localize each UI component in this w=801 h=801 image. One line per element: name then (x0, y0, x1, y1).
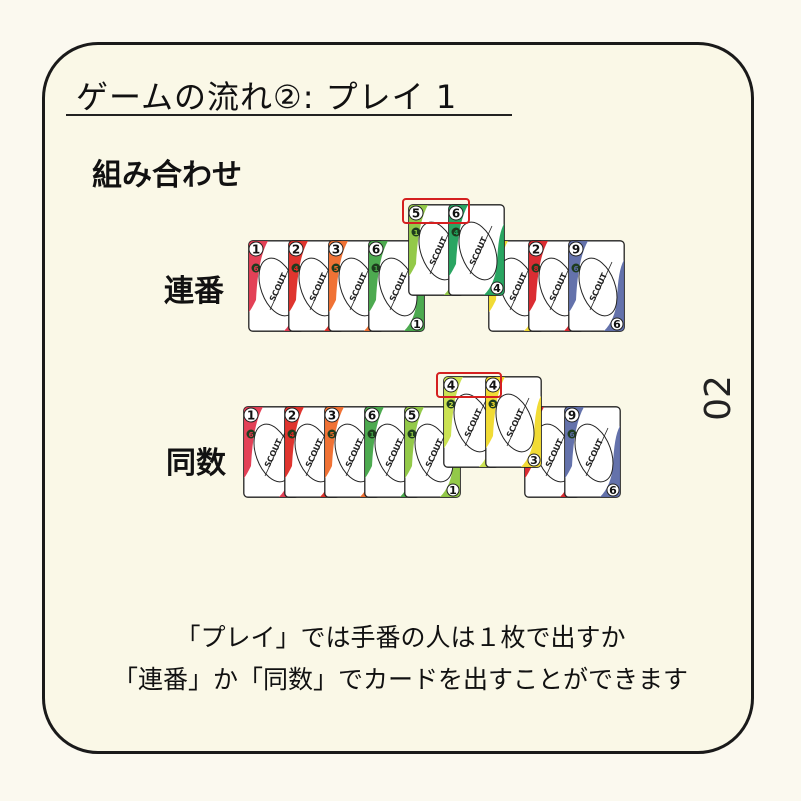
card-bottom-number-small: 4 (454, 229, 459, 237)
card-bottom-number-small: 6 (249, 431, 254, 439)
card-bottom-number: 3 (530, 454, 538, 467)
card-top-number: 3 (328, 409, 336, 423)
card-bottom-number: 6 (613, 318, 621, 331)
card-bottom-number-small: 2 (449, 401, 454, 409)
card-bottom-number: 4 (493, 282, 501, 295)
section-heading: 組み合わせ (92, 158, 242, 193)
card-bottom-number-small: 1 (374, 265, 379, 273)
card-top-number: 2 (292, 243, 300, 257)
row-label-set: 同数 (166, 446, 226, 481)
card-bottom-number-small: 6 (254, 265, 259, 273)
sequence-selection-highlight (402, 198, 470, 224)
page-title: ゲームの流れ②: プレイ 1 (76, 78, 458, 116)
card-top-number: 6 (368, 409, 376, 423)
card-bottom-number-small: 4 (290, 431, 295, 439)
card-top-number: 4 (489, 379, 497, 393)
card-top-number: 5 (412, 207, 420, 221)
card-top-number: 1 (247, 409, 255, 423)
card-bottom-number-small: 5 (330, 431, 335, 439)
card-bottom-number-small: 6 (570, 431, 575, 439)
page-number: 02 (698, 375, 739, 421)
card-bottom-number: 1 (413, 318, 421, 331)
card-bottom-number-small: 1 (410, 431, 415, 439)
card-bottom-number-small: 8 (534, 265, 539, 273)
card-top-number: 2 (288, 409, 296, 423)
card-bottom-number-small: 3 (491, 401, 496, 409)
card-top-number: 2 (532, 243, 540, 257)
card-top-number: 9 (572, 243, 580, 257)
title-underline (66, 114, 512, 116)
card-bottom-number: 6 (609, 484, 617, 497)
card-top-number: 4 (447, 379, 455, 393)
card-top-number: 6 (372, 243, 380, 257)
caption-line-2: 「連番」か「同数」でカードを出すことができます (112, 665, 688, 694)
set-selection-highlight (436, 372, 502, 398)
card-top-number: 1 (252, 243, 260, 257)
card-top-number: 6 (452, 207, 460, 221)
card-top-number: 9 (568, 409, 576, 423)
slide-frame (42, 42, 754, 754)
card-bottom-number-small: 1 (414, 229, 419, 237)
caption-line-1: 「プレイ」では手番の人は１枚で出すか (175, 623, 626, 652)
row-label-sequence: 連番 (164, 274, 224, 309)
card-bottom-number-small: 6 (574, 265, 579, 273)
card-bottom-number-small: 4 (294, 265, 299, 273)
card-bottom-number-small: 5 (334, 265, 339, 273)
card-top-number: 5 (408, 409, 416, 423)
card-bottom-number-small: 1 (370, 431, 375, 439)
card-bottom-number: 1 (449, 484, 457, 497)
card-top-number: 3 (332, 243, 340, 257)
